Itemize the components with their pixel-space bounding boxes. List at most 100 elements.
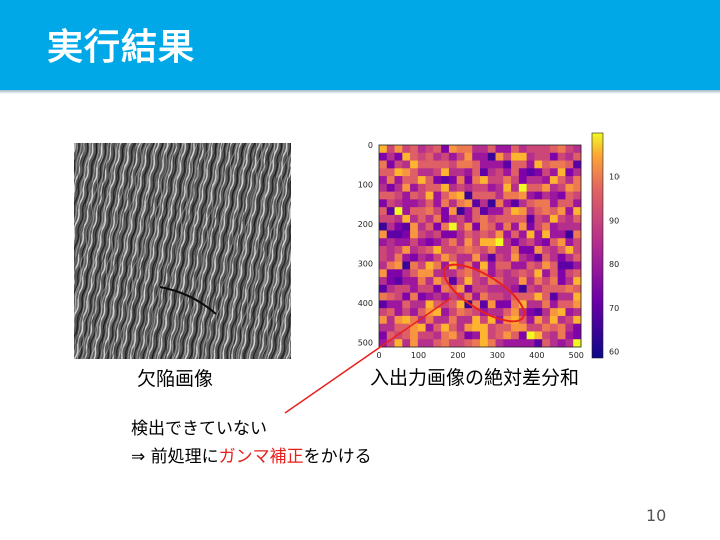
defect-image-caption: 欠陥画像	[137, 368, 214, 390]
heatmap-cell	[464, 308, 473, 317]
heatmap-cell	[410, 261, 419, 270]
heatmap-cell	[518, 176, 527, 185]
heatmap-cell	[433, 176, 442, 185]
heatmap-cell	[526, 269, 535, 278]
heatmap-cell	[480, 191, 489, 200]
heatmap-cell	[526, 214, 535, 223]
heatmap-caption: 入出力画像の絶対差分和	[370, 367, 580, 389]
heatmap-cell	[565, 222, 574, 231]
heatmap-cell	[386, 207, 395, 216]
heatmap-cell	[402, 284, 411, 293]
heatmap-cell	[511, 145, 520, 154]
heatmap-cell	[511, 152, 520, 161]
heatmap-cell	[433, 168, 442, 177]
heatmap-cell	[511, 191, 520, 200]
heatmap-cell	[557, 176, 566, 185]
heatmap-cell	[573, 214, 582, 223]
heatmap-cell	[511, 207, 520, 216]
heatmap-cell	[557, 292, 566, 301]
heatmap-cell	[542, 160, 551, 169]
heatmap-cell	[394, 176, 403, 185]
heatmap-cell	[379, 145, 388, 154]
colorbar	[591, 132, 604, 359]
heatmap-cell	[386, 199, 395, 208]
heatmap-cell	[495, 292, 504, 301]
heatmap-cell	[441, 339, 450, 348]
heatmap-cell	[511, 269, 520, 278]
heatmap-cell	[402, 292, 411, 301]
x-tick-label: 300	[490, 351, 505, 360]
heatmap-cell	[511, 214, 520, 223]
heatmap-cell	[472, 176, 481, 185]
heatmap-cell	[464, 269, 473, 278]
heatmap-cell	[526, 183, 535, 192]
heatmap-cell	[433, 277, 442, 286]
heatmap-cell	[534, 261, 543, 270]
heatmap-cell	[518, 323, 527, 332]
heatmap-cell	[518, 246, 527, 255]
heatmap-cell	[534, 183, 543, 192]
heatmap-cell	[472, 323, 481, 332]
heatmap-cell	[386, 292, 395, 301]
heatmap-cell	[511, 253, 520, 262]
heatmap-cell	[410, 308, 419, 317]
heatmap-cell	[557, 191, 566, 200]
heatmap-cell	[542, 145, 551, 154]
heatmap-cell	[417, 284, 426, 293]
heatmap-cell	[518, 207, 527, 216]
heatmap-cell	[386, 261, 395, 270]
heatmap-cell	[448, 214, 457, 223]
title-bar	[0, 0, 720, 90]
heatmap-cell	[495, 199, 504, 208]
heatmap-cell	[379, 339, 388, 348]
heatmap-cell	[402, 261, 411, 270]
heatmap-cell	[402, 168, 411, 177]
heatmap-cell	[464, 230, 473, 239]
heatmap-cell	[495, 308, 504, 317]
heatmap-cell	[425, 214, 434, 223]
heatmap-cell	[511, 315, 520, 324]
heatmap-cell	[386, 238, 395, 247]
heatmap-cell	[557, 300, 566, 309]
heatmap-cell	[448, 191, 457, 200]
heatmap-cell	[542, 207, 551, 216]
heatmap-cell	[433, 183, 442, 192]
heatmap-cell	[534, 238, 543, 247]
heatmap-cell	[394, 300, 403, 309]
heatmap-cell	[518, 253, 527, 262]
heatmap-cell	[503, 168, 512, 177]
heatmap-cell	[503, 284, 512, 293]
heatmap-cell	[394, 145, 403, 154]
heatmap-cell	[511, 339, 520, 348]
heatmap-cell	[573, 300, 582, 309]
heatmap-cell	[534, 339, 543, 348]
heatmap-cell	[472, 152, 481, 161]
heatmap-cell	[394, 246, 403, 255]
heatmap-cell	[448, 183, 457, 192]
heatmap-cell	[534, 145, 543, 154]
heatmap-cell	[511, 176, 520, 185]
heatmap-cell	[487, 292, 496, 301]
heatmap-cell	[557, 214, 566, 223]
heatmap-cell	[511, 160, 520, 169]
heatmap-cell	[526, 315, 535, 324]
heatmap-cell	[542, 277, 551, 286]
heatmap-cell	[417, 152, 426, 161]
heatmap-cell	[549, 199, 558, 208]
heatmap-cell	[487, 323, 496, 332]
heatmap-cell	[448, 207, 457, 216]
heatmap-cell	[441, 261, 450, 270]
heatmap-cell	[557, 308, 566, 317]
heatmap-cell	[542, 308, 551, 317]
heatmap-cell	[379, 183, 388, 192]
heatmap-cell	[511, 323, 520, 332]
heatmap-cell	[549, 246, 558, 255]
heatmap-cell	[456, 323, 465, 332]
heatmap-cell	[495, 183, 504, 192]
heatmap-cell	[573, 191, 582, 200]
heatmap-cell	[433, 339, 442, 348]
heatmap-cell	[402, 160, 411, 169]
heatmap-cell	[394, 168, 403, 177]
heatmap-cell	[448, 168, 457, 177]
heatmap-cell	[487, 315, 496, 324]
